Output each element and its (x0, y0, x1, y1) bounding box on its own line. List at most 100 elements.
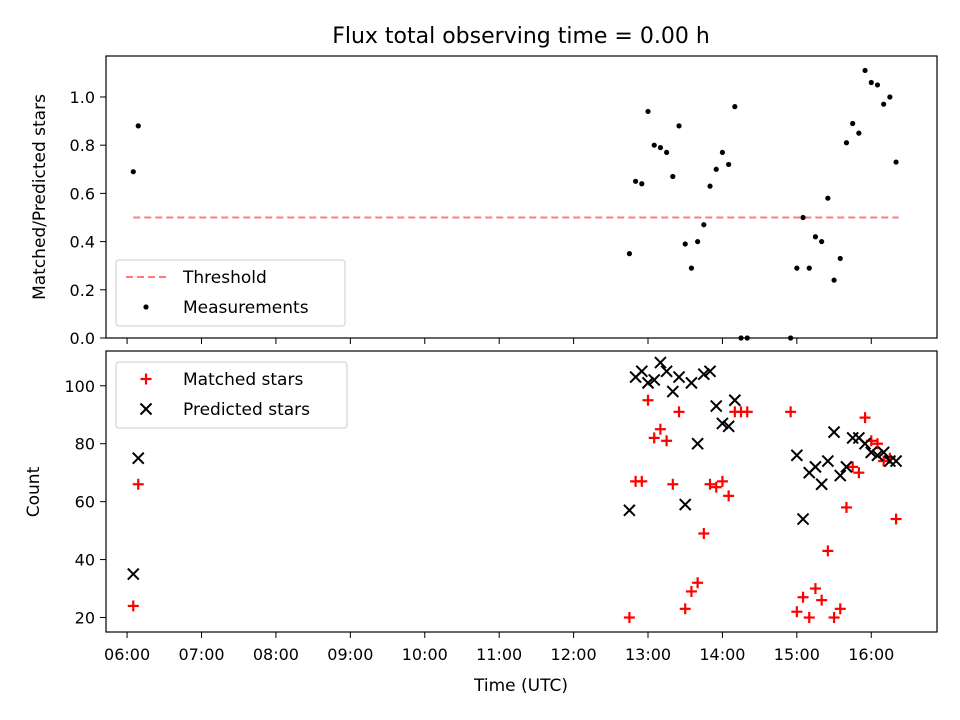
count-y-tick-label: 60 (75, 493, 95, 512)
measurement-point (676, 123, 682, 129)
measurement-point (670, 173, 676, 180)
matched-star-point (648, 432, 660, 444)
predicted-star-point (716, 417, 729, 430)
matched-star-point (698, 528, 710, 540)
matched-star-point (803, 612, 815, 624)
predicted-star-point (623, 504, 636, 517)
predicted-star-point (889, 454, 903, 468)
ratio-legend: Threshold Measurements (115, 259, 346, 327)
predicted-star-point (834, 469, 847, 482)
x-tick-label: 09:00 (327, 645, 373, 664)
measurement-point (657, 144, 664, 151)
matched-star-point (785, 406, 797, 418)
predicted-star-point (865, 446, 878, 459)
x-tick-label: 08:00 (253, 645, 299, 664)
predicted-star-point (685, 376, 698, 390)
x-tick-label: 07:00 (178, 645, 224, 664)
x-tick-label: 10:00 (402, 645, 448, 664)
ratio-y-tick-label: 0.8 (70, 136, 95, 155)
matched-star-point (623, 612, 635, 624)
measurement-point (887, 94, 893, 100)
matched-star-point (871, 438, 883, 450)
predicted-star-point (846, 431, 859, 445)
x-tick-label: 11:00 (476, 645, 522, 664)
measurement-point (732, 104, 738, 110)
matched-star-point (878, 455, 890, 467)
ratio-axes: 0.0 0.2 0.4 0.6 0.8 1.0 Matched/Predicted sta… (30, 55, 938, 348)
matched-star-point (816, 594, 828, 606)
measurement-point (831, 277, 837, 283)
ratio-y-axis-label: Matched/Predicted stars (30, 94, 50, 300)
measurements-legend-label: Measurements (183, 298, 309, 318)
matched-star-point (132, 478, 144, 490)
predicted-star-point (710, 399, 723, 413)
x-tick-label: 14:00 (699, 645, 745, 664)
predicted-star-point (703, 365, 717, 378)
ratio-y-tick-label: 0.0 (70, 329, 95, 348)
count-y-tick-label: 40 (75, 551, 95, 570)
matched-star-point (692, 577, 704, 589)
count-y-axis-label: Count (24, 466, 44, 517)
ratio-y-tick-label: 0.6 (70, 184, 95, 203)
predicted-star-point (840, 460, 853, 474)
predicted-star-point (790, 449, 804, 462)
matched-star-point (847, 461, 859, 473)
measurement-point (837, 255, 843, 262)
matched-star-point (710, 481, 722, 493)
predicted-stars-marker (139, 402, 153, 416)
matched-star-point (741, 406, 753, 418)
predicted-star-point (871, 449, 884, 462)
measurement-point (850, 120, 856, 127)
matched-star-point (654, 423, 666, 435)
predicted-star-point (809, 460, 822, 474)
measurement-point (645, 108, 651, 115)
measurement-point (893, 159, 899, 165)
measurement-point (881, 101, 887, 107)
predicted-star-point (132, 451, 145, 465)
measurement-point (719, 149, 726, 156)
matched-stars-legend-label: Matched stars (183, 370, 303, 390)
count-legend: Matched stars Predicted stars (115, 361, 348, 429)
predicted-star-point (641, 376, 655, 390)
matched-star-point (723, 490, 735, 502)
measurement-point (856, 130, 862, 136)
matched-star-point (853, 467, 865, 479)
predicted-star-point (635, 365, 649, 378)
predicted-star-point (827, 425, 841, 439)
measurement-point (626, 251, 633, 257)
measurement-point (707, 183, 713, 189)
predicted-star-point (672, 370, 686, 384)
matched-star-point (127, 600, 139, 612)
x-axis-label: Time (UTC) (473, 676, 568, 696)
predicted-star-point (722, 420, 735, 433)
measurement-point (806, 265, 812, 271)
matched-star-point (716, 475, 728, 487)
ratio-legend-box (115, 259, 346, 327)
measurement-point (862, 67, 868, 74)
measurement-point (651, 142, 657, 148)
predicted-star-point (858, 437, 872, 450)
count-axes: 20 40 60 80 100 06:00 07:00 08:00 09:00 10:00 11:… (24, 350, 938, 696)
x-tick-label: 15:00 (774, 645, 820, 664)
predicted-star-point (654, 356, 667, 369)
measurement-point (874, 82, 881, 88)
measurement-point (688, 265, 695, 271)
predicted-star-point (679, 498, 692, 511)
measurement-point (825, 195, 831, 201)
matched-star-point (661, 435, 673, 447)
predicted-stars-legend-label: Predicted stars (183, 400, 310, 420)
matched-star-point (667, 478, 679, 490)
predicted-star-point (796, 512, 810, 526)
count-y-tick-label: 100 (64, 377, 95, 396)
x-tick-label: 16:00 (848, 645, 894, 664)
predicted-star-point (697, 367, 711, 381)
x-tick-label: 06:00 (104, 645, 150, 664)
predicted-star-point (821, 454, 835, 468)
measurement-point (701, 222, 707, 228)
measurement-point (843, 140, 850, 146)
measurement-point (794, 265, 800, 271)
measurement-point (695, 238, 701, 245)
threshold-legend-label: Threshold (182, 268, 267, 288)
matched-star-point (809, 583, 821, 595)
x-tick-label: 12:00 (551, 645, 597, 664)
